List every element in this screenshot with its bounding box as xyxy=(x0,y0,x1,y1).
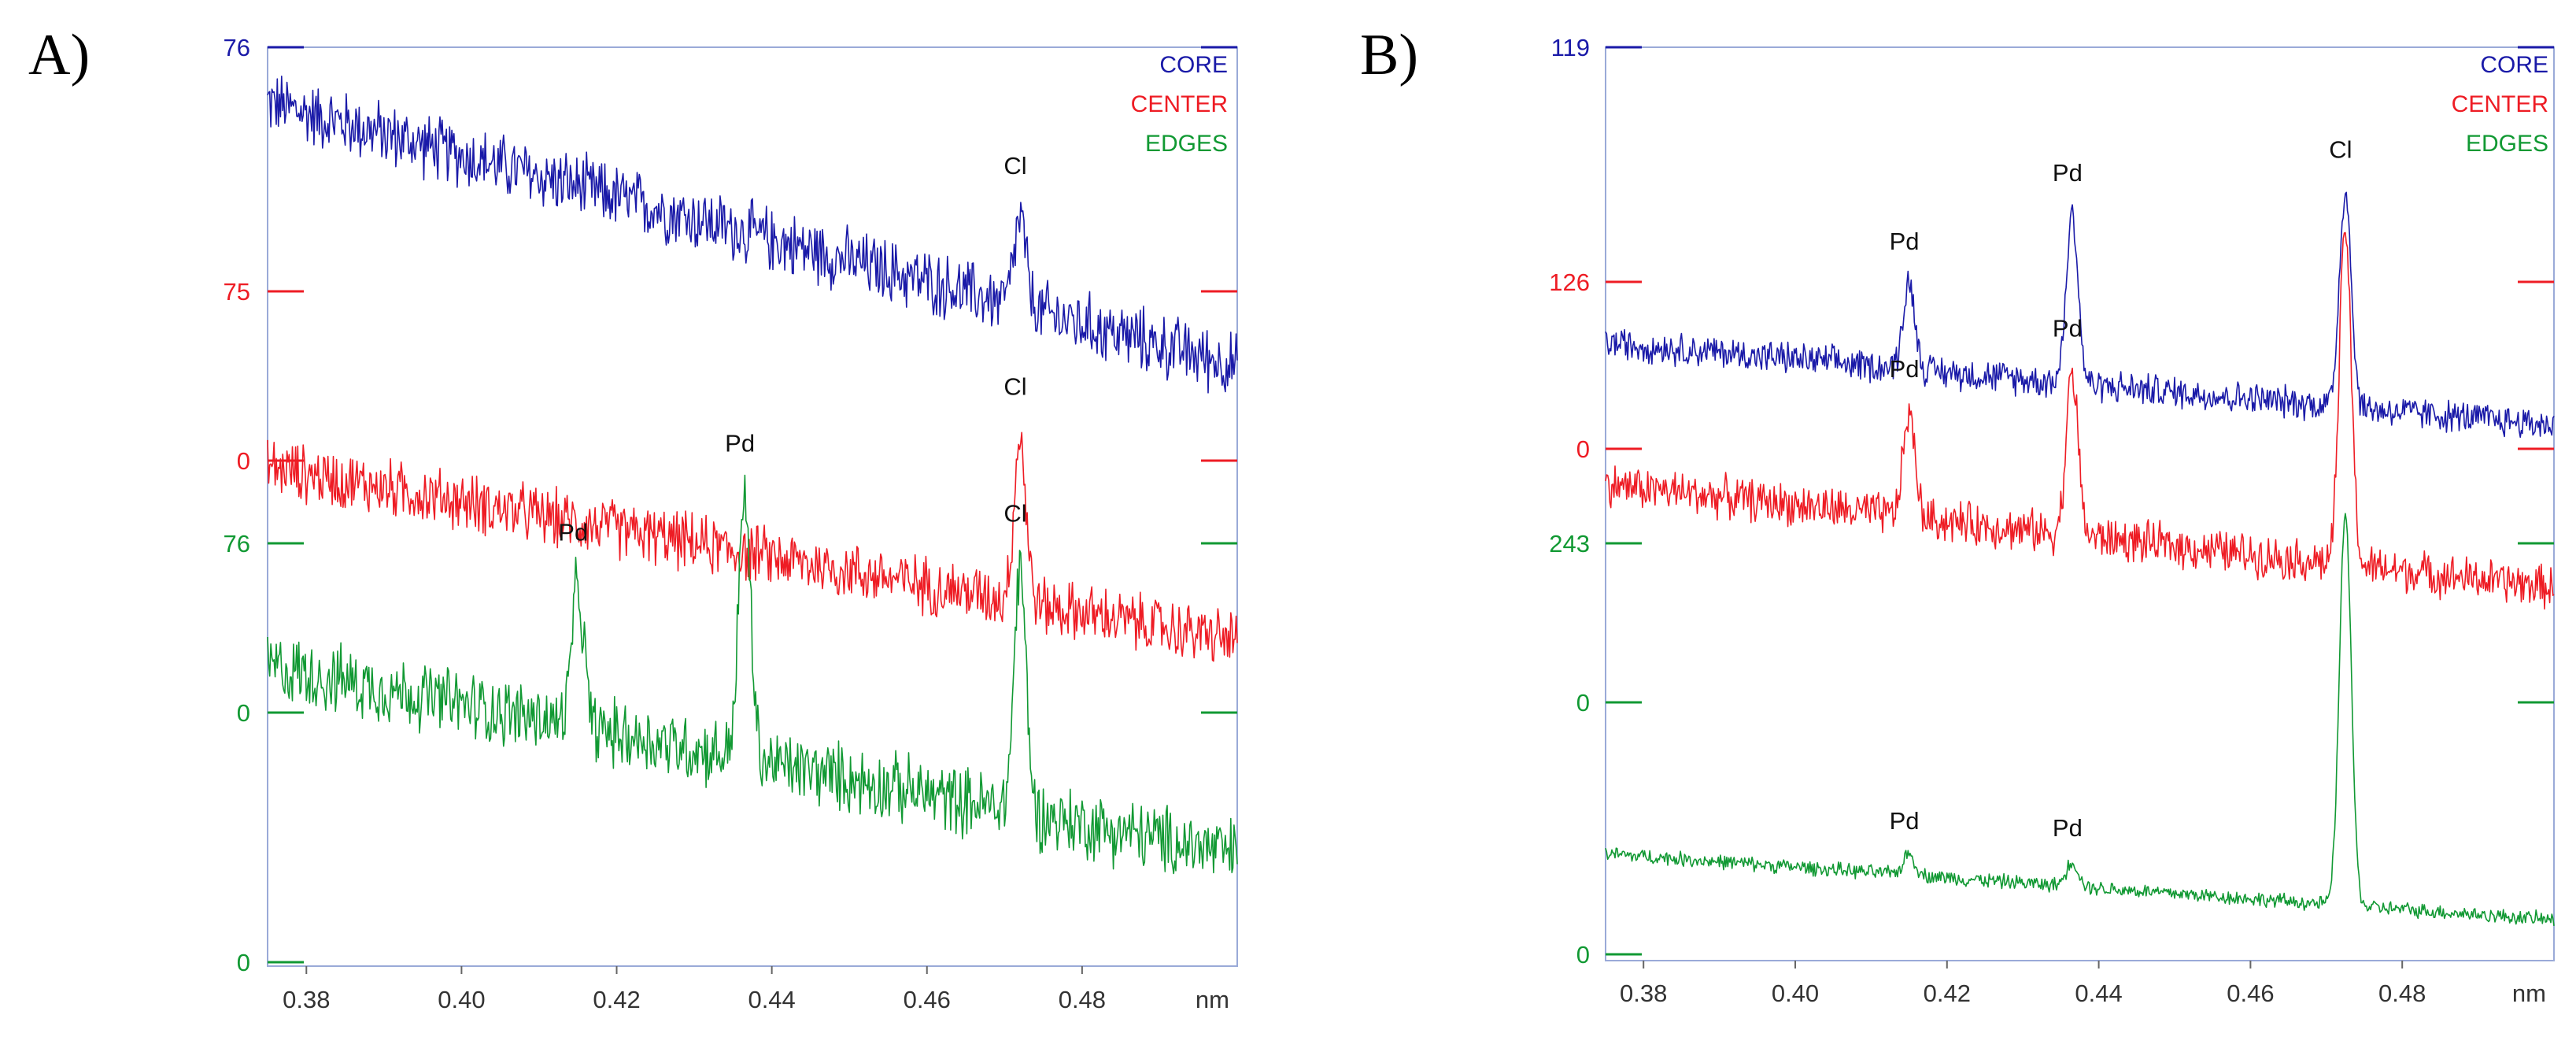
chart-panel-b: 0.38 0.40 0.42 0.44 0.46 0.48 nm CORE CENTER EDGE… xyxy=(1549,34,2555,1007)
axis-bottom-label-center: 0 xyxy=(1576,435,1590,463)
axis-top-label-center: 126 xyxy=(1549,269,1590,296)
x-tick-label: 0.46 xyxy=(904,986,951,1013)
panel-b-label: B) xyxy=(1360,23,1418,87)
x-tick-label: 0.44 xyxy=(2075,980,2122,1007)
peak-label-pd: Pd xyxy=(1890,228,1920,255)
x-tick-label: 0.44 xyxy=(748,986,795,1013)
panel-a-label: A) xyxy=(28,23,91,87)
peak-label-pd: Pd xyxy=(2053,314,2083,342)
peak-label-pd: Pd xyxy=(1890,807,1920,835)
series-line-edges xyxy=(267,474,1238,875)
x-tick-label: 0.42 xyxy=(593,986,640,1013)
peak-label-cl: Cl xyxy=(2329,135,2352,163)
axis-bottom-label-center: 0 xyxy=(237,447,250,475)
x-tick-label: 0.46 xyxy=(2227,980,2274,1007)
x-tick-label: 0.48 xyxy=(1059,986,1106,1013)
chart-panel-a: 0.38 0.40 0.42 0.44 0.46 0.48 nm CORE CENTER EDGE… xyxy=(224,34,1238,1013)
axis-top-label-center: 75 xyxy=(224,278,250,306)
peak-label-pd: Pd xyxy=(558,518,588,546)
x-tick-label: 0.42 xyxy=(1924,980,1971,1007)
legend-entry-edges: EDGES xyxy=(1145,131,1228,157)
axis-bottom-label-edges: 0 xyxy=(237,699,250,727)
peak-label-cl: Cl xyxy=(1003,152,1026,180)
legend-entry-core: CORE xyxy=(1159,52,1228,78)
axis-top-label-core: 76 xyxy=(224,34,250,61)
series-line-core xyxy=(267,76,1238,394)
legend-entry-core: CORE xyxy=(2480,52,2548,78)
axis-zero-label: 0 xyxy=(237,949,250,976)
axis-zero-label: 0 xyxy=(1576,941,1590,968)
x-axis-label: nm xyxy=(1196,986,1229,1013)
x-tick-label: 0.38 xyxy=(283,986,330,1013)
x-axis-label: nm xyxy=(2512,980,2546,1007)
series-line-center xyxy=(1605,231,2555,610)
axis-top-label-core: 119 xyxy=(1551,34,1590,61)
legend-entry-center: CENTER xyxy=(2452,91,2548,117)
legend-entry-edges: EDGES xyxy=(2466,131,2548,157)
peak-label-cl: Cl xyxy=(1003,500,1026,528)
peak-label-pd: Pd xyxy=(2053,814,2083,842)
peak-label-pd: Pd xyxy=(725,430,755,457)
legend-entry-center: CENTER xyxy=(1131,91,1228,117)
x-tick-label: 0.40 xyxy=(438,986,485,1013)
series-line-core xyxy=(1605,191,2555,439)
series-line-edges xyxy=(1605,513,2555,927)
x-tick-label: 0.38 xyxy=(1620,980,1667,1007)
axis-bottom-label-edges: 0 xyxy=(1576,689,1590,717)
x-tick-label: 0.48 xyxy=(2378,980,2426,1007)
peak-label-cl: Cl xyxy=(1003,373,1026,401)
x-tick-label: 0.40 xyxy=(1772,980,1819,1007)
peak-label-pd: Pd xyxy=(1890,355,1920,383)
peak-label-pd: Pd xyxy=(2053,159,2083,187)
axis-top-label-edges: 76 xyxy=(224,530,250,557)
plot-frame xyxy=(267,46,1238,967)
axis-top-label-edges: 243 xyxy=(1549,530,1590,557)
plot-frame xyxy=(1605,46,2555,961)
series-line-center xyxy=(267,431,1238,662)
